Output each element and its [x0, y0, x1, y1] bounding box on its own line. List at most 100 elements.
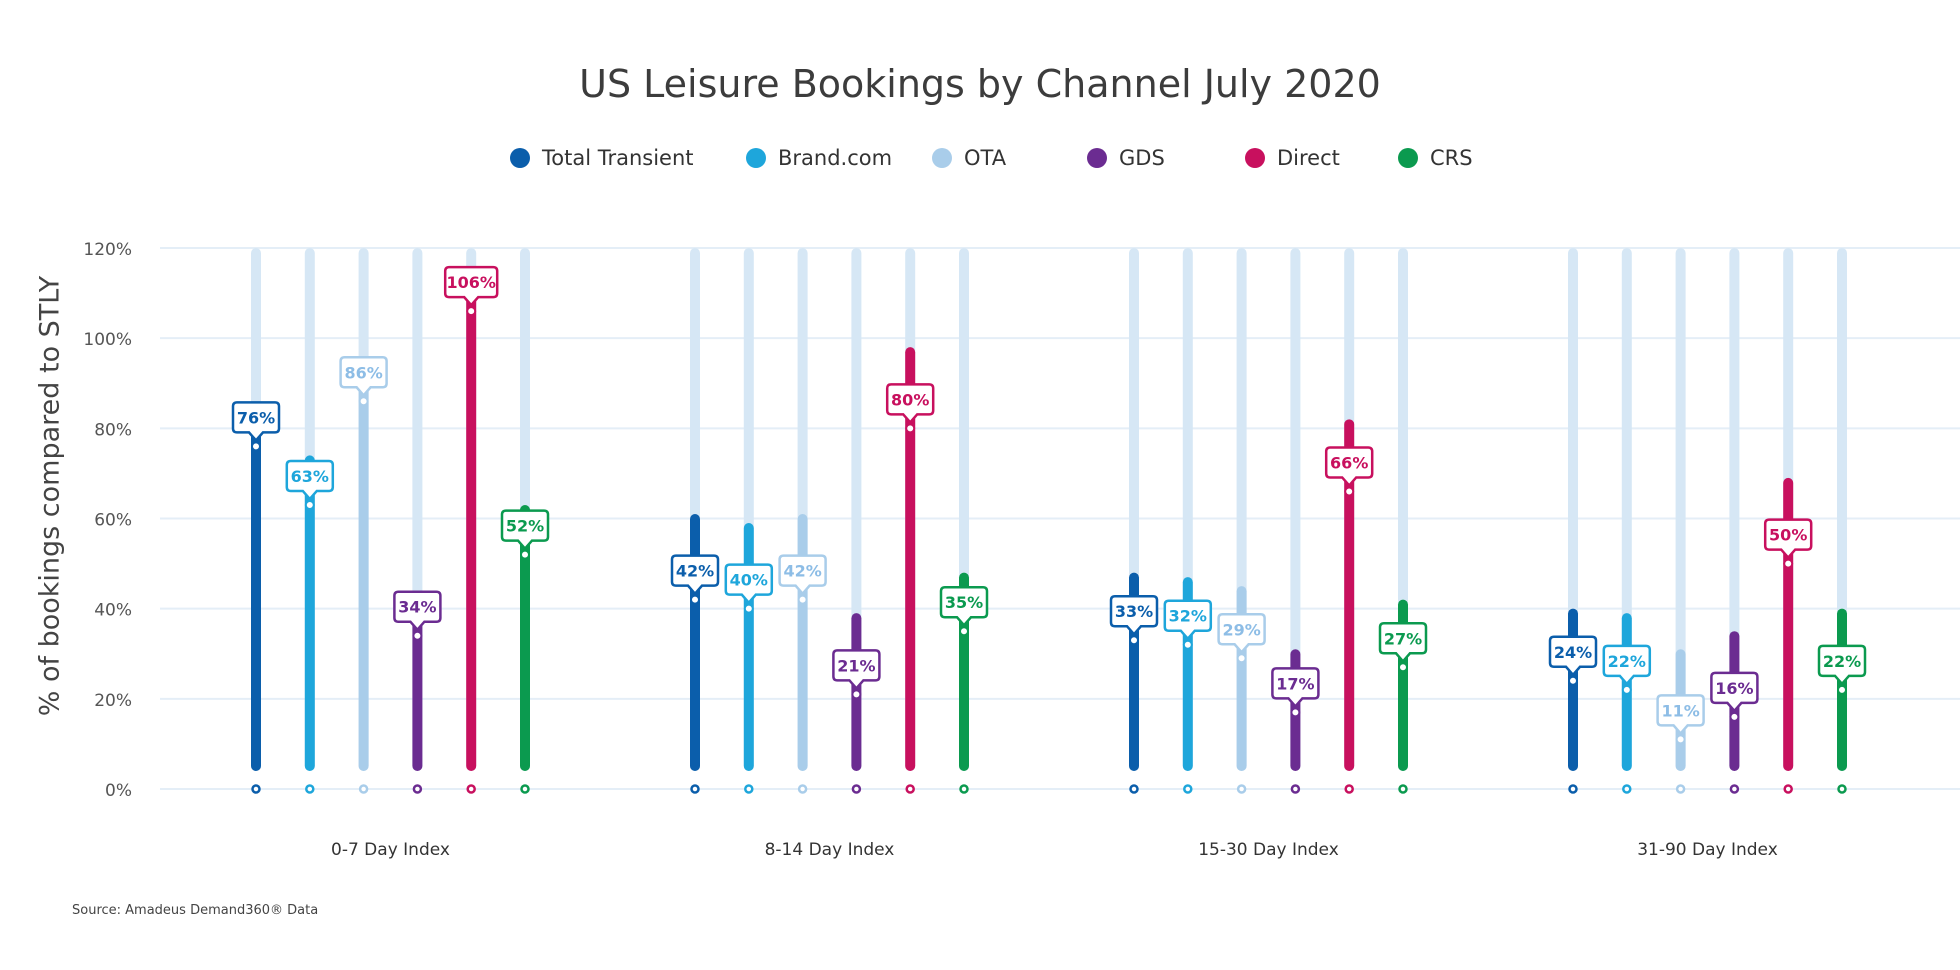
baseline-marker — [959, 784, 969, 794]
bar — [905, 347, 916, 771]
baseline-marker — [851, 784, 862, 794]
data-label: 86% — [344, 363, 382, 382]
legend-swatch-brand-com — [746, 148, 766, 168]
baseline-marker — [1622, 784, 1632, 794]
legend-item-total-transient: Total Transient — [510, 146, 694, 170]
baseline-marker — [1568, 784, 1578, 794]
baseline-marker — [690, 784, 700, 794]
baseline-marker — [305, 784, 315, 794]
data-label: 106% — [446, 273, 495, 292]
data-point-marker — [690, 594, 700, 605]
data-point-marker — [1290, 707, 1301, 718]
legend-item-brand-com: Brand.com — [746, 146, 892, 170]
data-label: 66% — [1330, 453, 1368, 472]
chart-title: US Leisure Bookings by Channel July 2020 — [579, 62, 1381, 106]
data-point-marker — [1568, 675, 1578, 686]
data-label: 27% — [1384, 629, 1422, 648]
data-label-callout — [724, 563, 774, 605]
data-label-callout — [1548, 635, 1598, 677]
legend-swatch-ota — [932, 148, 952, 168]
y-tick-label: 120% — [83, 240, 132, 260]
data-label: 22% — [1823, 652, 1861, 671]
y-tick-label: 60% — [94, 511, 132, 531]
baseline-marker — [1837, 784, 1847, 794]
baseline-marker — [466, 784, 476, 794]
data-point-marker — [1398, 662, 1408, 673]
data-label: 33% — [1115, 602, 1153, 621]
data-label-callout — [1163, 599, 1213, 641]
data-point-marker — [797, 594, 808, 605]
x-category-label: 8-14 Day Index — [765, 840, 895, 860]
data-label: 52% — [506, 517, 544, 536]
baseline-marker — [905, 784, 915, 794]
x-category-label: 0-7 Day Index — [331, 840, 450, 860]
bar — [743, 523, 754, 771]
legend-label-brand-com: Brand.com — [778, 146, 893, 170]
data-point-marker — [905, 423, 916, 434]
legend-item-direct: Direct — [1245, 146, 1340, 170]
bar — [466, 270, 477, 771]
data-label: 16% — [1715, 679, 1753, 698]
data-point-marker — [1837, 684, 1847, 695]
data-label-callout — [1271, 667, 1320, 709]
baseline-marker — [412, 784, 423, 794]
data-label: 40% — [730, 571, 768, 590]
baseline-marker — [797, 784, 808, 794]
baseline-marker — [1344, 784, 1354, 794]
baseline-marker — [520, 784, 530, 794]
legend-swatch-direct — [1245, 148, 1265, 168]
data-label-callout — [231, 401, 281, 443]
data-label: 22% — [1608, 652, 1646, 671]
x-category-label: 31-90 Day Index — [1637, 840, 1778, 860]
data-point-marker — [358, 396, 369, 407]
data-label-callout — [1324, 446, 1374, 488]
baseline-marker — [1783, 784, 1793, 794]
data-label-callout — [1817, 644, 1867, 686]
data-label-callout — [1602, 644, 1652, 686]
data-label: 24% — [1554, 643, 1592, 662]
data-label-callout — [443, 265, 499, 308]
data-point-marker — [1182, 639, 1193, 650]
legend-item-ota: OTA — [932, 146, 1006, 170]
data-point-marker — [1729, 711, 1740, 722]
legend-swatch-total-transient — [510, 148, 530, 168]
data-label-callout — [939, 585, 989, 628]
legend-swatch-gds — [1087, 148, 1107, 168]
baseline-marker — [1290, 784, 1301, 794]
data-point-marker — [466, 306, 477, 317]
data-point-marker — [851, 689, 862, 700]
data-point-marker — [959, 626, 969, 637]
data-label-callout — [1710, 671, 1759, 713]
legend-label-total-transient: Total Transient — [542, 146, 694, 170]
baseline-marker — [1129, 784, 1139, 794]
baseline-marker — [358, 784, 369, 794]
legend-item-crs: CRS — [1398, 146, 1473, 170]
data-point-marker — [743, 603, 754, 614]
data-label-callout — [500, 509, 550, 551]
data-point-marker — [520, 549, 530, 560]
bar — [358, 356, 369, 771]
baseline-marker — [1729, 784, 1740, 794]
y-tick-label: 20% — [94, 691, 132, 711]
data-label: 42% — [676, 562, 714, 581]
data-label: 42% — [783, 562, 821, 581]
data-label-callout — [1763, 518, 1813, 560]
data-label: 32% — [1169, 607, 1207, 626]
legend-label-gds: GDS — [1119, 146, 1165, 170]
data-label-callout — [1109, 594, 1159, 637]
y-tick-label: 80% — [94, 420, 132, 440]
y-tick-label: 0% — [105, 781, 132, 801]
data-label: 21% — [837, 656, 875, 675]
bar — [520, 504, 530, 771]
bar — [304, 455, 315, 771]
baseline-marker — [1398, 784, 1408, 794]
legend-label-ota: OTA — [964, 146, 1007, 170]
data-point-marker — [251, 441, 261, 452]
source-note: Source: Amadeus Demand360® Data — [72, 903, 319, 918]
data-point-marker — [1621, 684, 1632, 695]
data-label-callout — [670, 554, 720, 596]
data-label-callout — [1656, 694, 1705, 736]
baseline-marker — [1675, 784, 1686, 794]
data-label: 50% — [1769, 526, 1807, 545]
